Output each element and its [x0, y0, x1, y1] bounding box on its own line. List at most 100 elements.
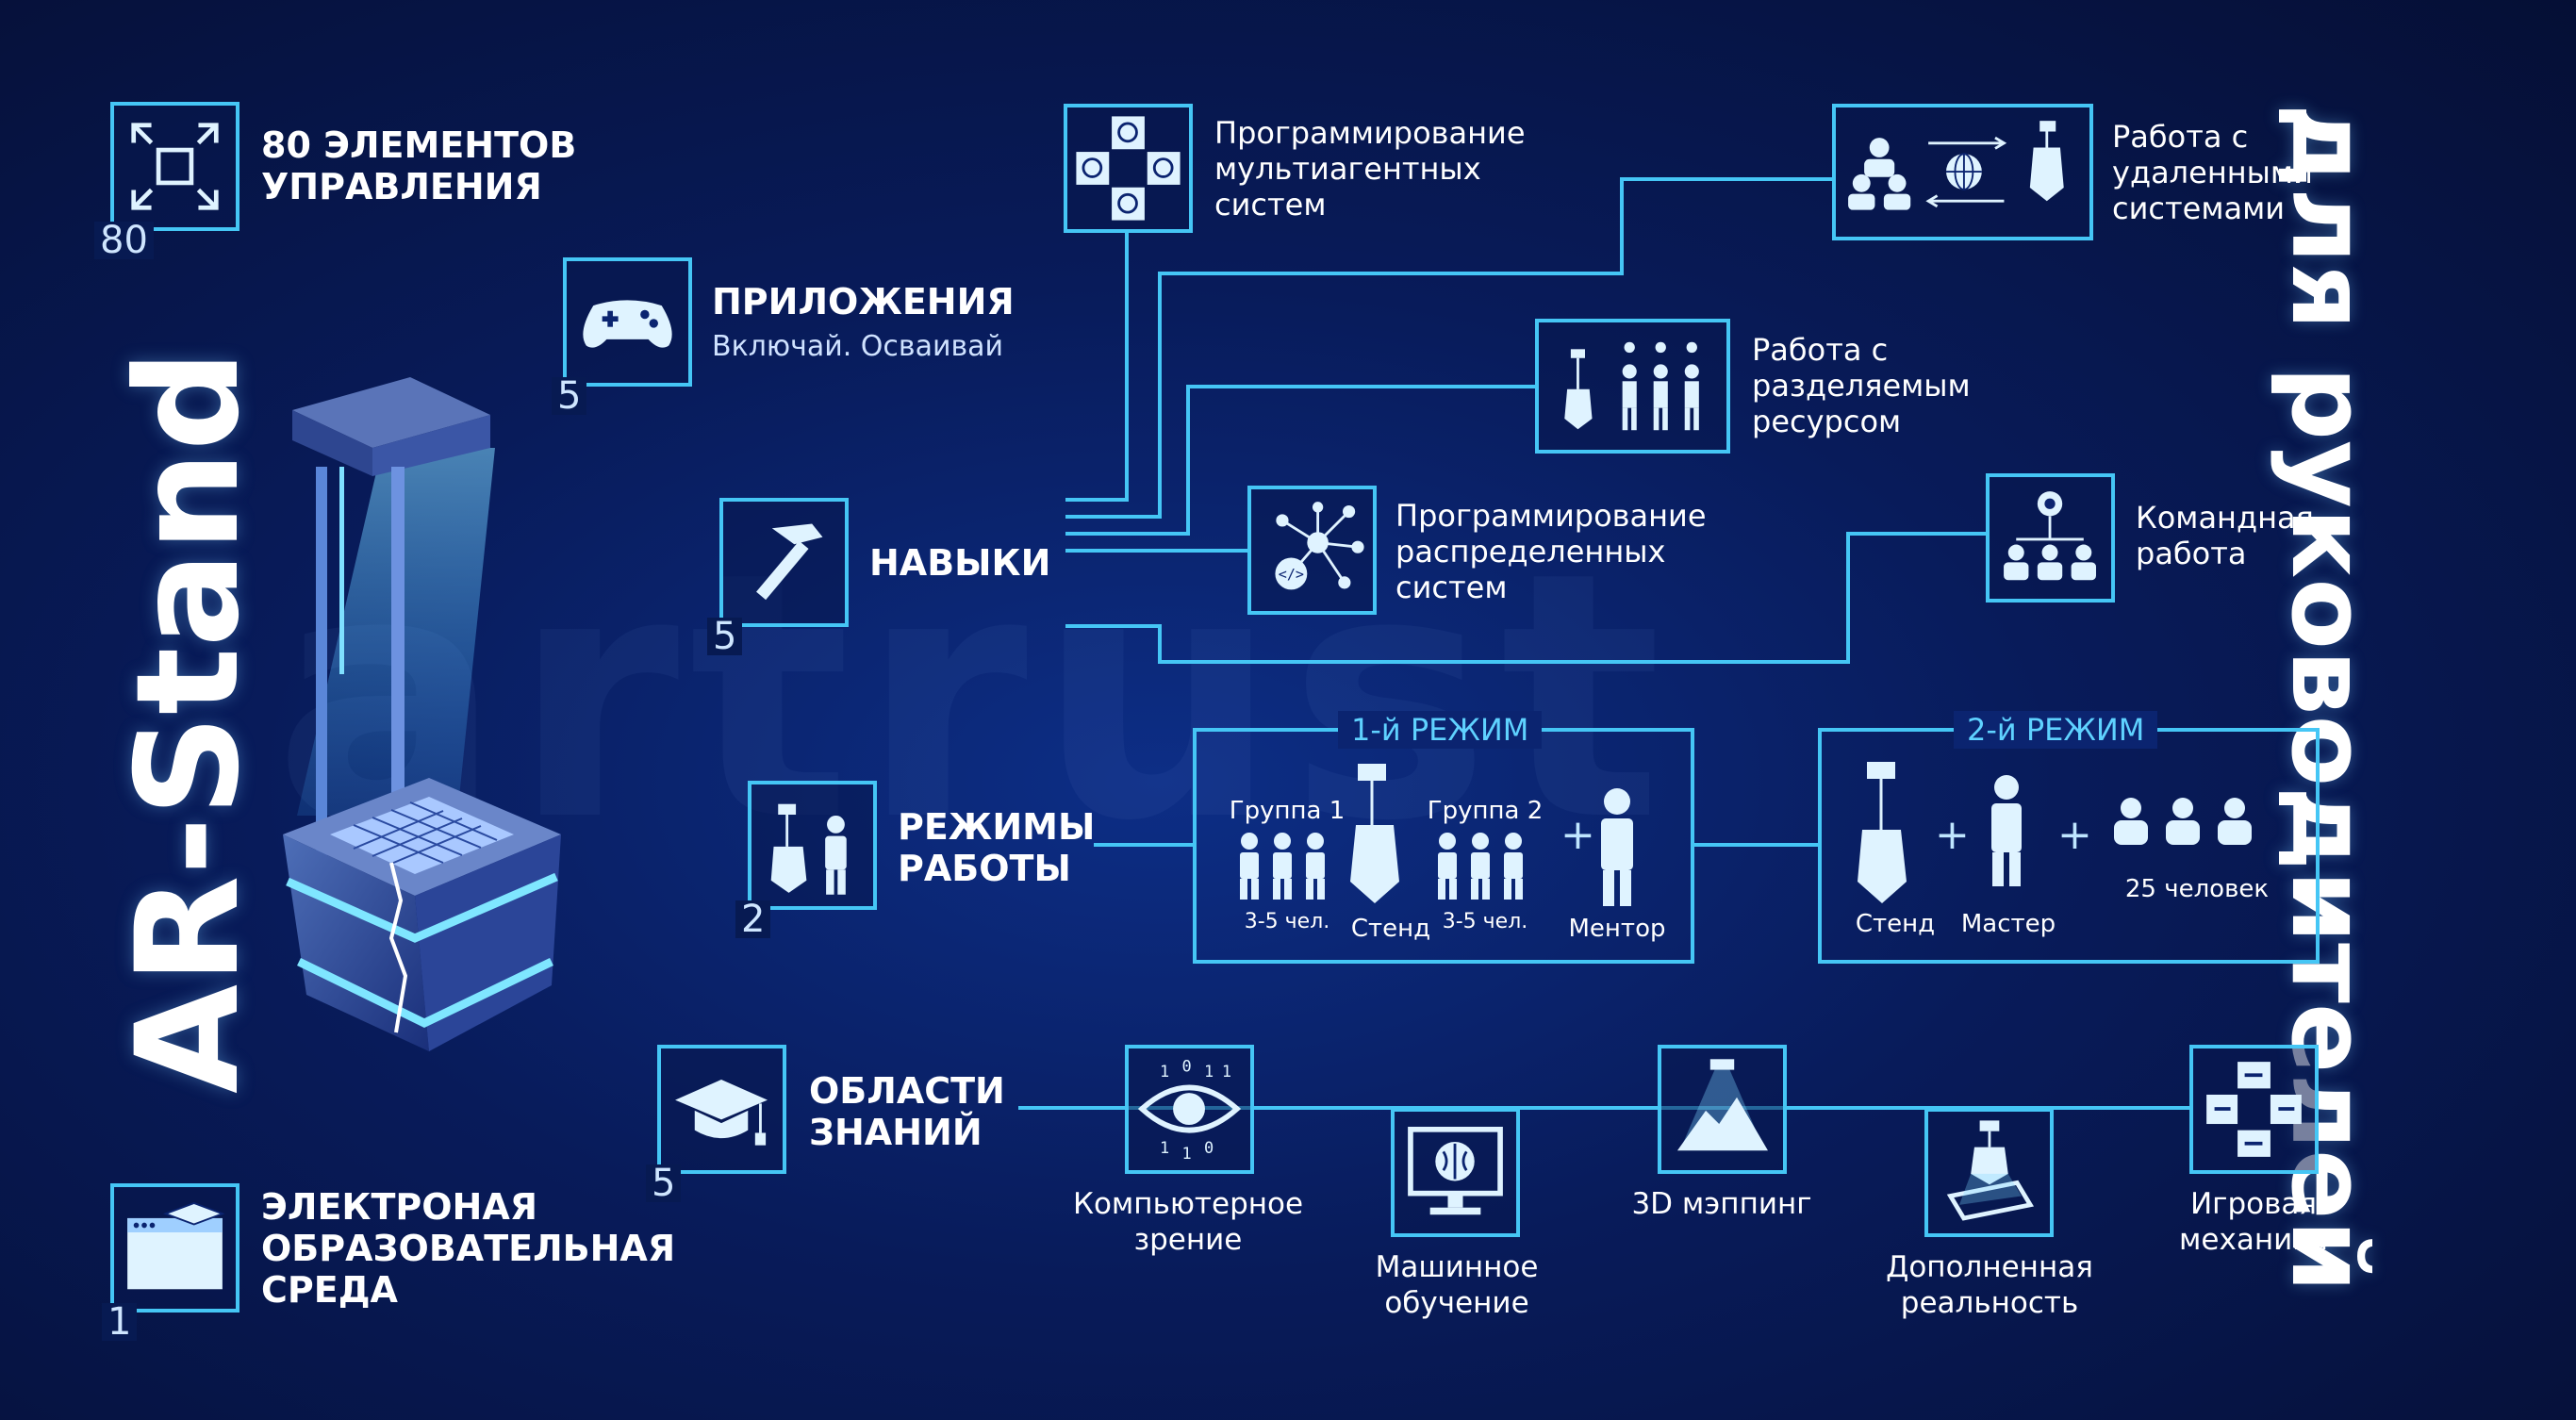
stand-icon	[1350, 764, 1399, 903]
ar-phone-icon	[1946, 1120, 2035, 1221]
expand-arrows-icon	[131, 123, 219, 210]
mode1-group2-size: 3-5 чел.	[1442, 910, 1528, 933]
eenv-count: 1	[102, 1303, 138, 1341]
mode1-stand-label: Стенд	[1350, 915, 1431, 943]
hammer-icon	[756, 523, 823, 601]
eenv-title-line2: ОБРАЗОВАТЕЛЬНАЯ	[261, 1228, 676, 1269]
skill-teamwork-line2: работа	[2136, 536, 2247, 571]
skill-multiagent-line2: мультиагентных	[1214, 151, 1481, 187]
ar-stand-device-illustration	[283, 377, 561, 1051]
multiagent-icon-box	[1064, 104, 1193, 233]
audience-icon	[2114, 798, 2252, 845]
skills-title: НАВЫКИ	[869, 542, 1051, 584]
mode1-title: 1-й РЕЖИМ	[1338, 711, 1543, 749]
area-cv-line1: Компьютерное	[1072, 1187, 1304, 1221]
skill-distributed-line2: распределенных	[1395, 534, 1666, 570]
game-mechanics-icon-box	[2189, 1045, 2319, 1174]
skill-distributed-line3: систем	[1395, 570, 1508, 605]
mode2-people-label: 25 человек	[2124, 875, 2270, 903]
mode1-box: 1-й РЕЖИМ	[1193, 711, 1694, 964]
area-ml-line2: обучение	[1384, 1286, 1529, 1320]
graduation-cap-icon	[675, 1079, 768, 1146]
3d-mapping-icon-box	[1658, 1045, 1787, 1174]
controls-box	[110, 102, 239, 231]
mode1-group1-label: Группа 1	[1229, 797, 1346, 825]
remote-network-icon	[1848, 121, 2064, 210]
group1-people-icon	[1240, 833, 1325, 900]
mode1-mentor-label: Ментор	[1568, 915, 1666, 943]
area-ar-line1: Дополненная	[1886, 1250, 2093, 1284]
modes-box	[748, 781, 877, 910]
skill-shared-line3: ресурсом	[1752, 404, 1902, 439]
plus-sign: +	[2057, 811, 2092, 859]
mode1-group2-label: Группа 2	[1427, 797, 1544, 825]
knowledge-title-line2: ЗНАНИЙ	[809, 1112, 983, 1153]
controls-title-line2: УПРАВЛЕНИЯ	[261, 166, 542, 207]
eenv-title-line1: ЭЛЕКТРОНАЯ	[261, 1186, 538, 1228]
puzzle-arrows-icon	[2206, 1062, 2302, 1157]
browser-cap-icon	[127, 1201, 225, 1290]
plus-sign: +	[1935, 811, 1970, 859]
svg-text:1: 1	[1222, 1062, 1231, 1081]
svg-text:1: 1	[1160, 1138, 1169, 1157]
svg-text:0: 0	[1181, 1056, 1191, 1075]
svg-text:1: 1	[1160, 1062, 1169, 1081]
skill-multiagent-line1: Программирование	[1214, 115, 1526, 151]
gamepad-icon	[583, 300, 672, 348]
mode2-stand-label: Стенд	[1855, 910, 1936, 938]
mode2-box: 2-й РЕЖИМ	[1818, 711, 2320, 964]
machine-learning-icon-box	[1391, 1108, 1520, 1237]
svg-text:0: 0	[1204, 1138, 1214, 1157]
apps-title: ПРИЛОЖЕНИЯ	[712, 281, 1015, 322]
brain-grid-icon	[1076, 116, 1181, 221]
knowledge-box	[657, 1045, 786, 1174]
augmented-reality-icon-box	[1924, 1108, 2054, 1237]
modes-title-line2: РАБОТЫ	[898, 848, 1071, 889]
stand-icon	[1858, 762, 1907, 903]
teamwork-icon	[2004, 491, 2096, 581]
modes-title-line1: РЕЖИМЫ	[898, 806, 1096, 848]
knowledge-title-line1: ОБЛАСТИ	[809, 1070, 1005, 1112]
mentor-icon	[1601, 788, 1633, 906]
eenv-box	[110, 1183, 239, 1313]
skill-remote-line3: системами	[2112, 190, 2285, 226]
area-game-line1: Игровая	[2189, 1187, 2318, 1221]
skill-teamwork-line1: Командная	[2136, 500, 2314, 536]
skill-distributed-line1: Программирование	[1395, 498, 1707, 534]
mode1-group1-size: 3-5 чел.	[1244, 910, 1330, 933]
group2-people-icon	[1438, 833, 1523, 900]
skill-multiagent-line3: систем	[1214, 187, 1327, 223]
apps-subtitle: Включай. Осваивай	[712, 330, 1004, 363]
apps-box	[563, 257, 692, 387]
mode2-master-label: Мастер	[1960, 910, 2056, 938]
modes-count: 2	[735, 900, 771, 938]
area-3d-line1: 3D мэппинг	[1631, 1187, 1812, 1221]
area-cv-line2: зрение	[1133, 1223, 1243, 1257]
skill-shared-line2: разделяемым	[1752, 368, 1971, 404]
area-ar-line2: реальность	[1900, 1286, 2079, 1320]
skill-shared-line1: Работа с	[1752, 332, 1889, 368]
svg-text:1: 1	[1204, 1062, 1214, 1081]
projector-mountain-icon	[1676, 1059, 1768, 1151]
main-title: AR-Stand	[107, 350, 271, 1094]
svg-text:1: 1	[1181, 1144, 1191, 1163]
mode2-illustration: + +	[1858, 762, 2252, 903]
mode2-title: 2-й РЕЖИМ	[1954, 711, 2158, 749]
knowledge-count: 5	[646, 1164, 682, 1202]
stand-person-icon	[770, 803, 847, 895]
apps-count: 5	[552, 377, 587, 415]
teamwork-icon-box	[1986, 473, 2115, 603]
distributed-network-icon: </>	[1275, 502, 1364, 590]
controls-count: 80	[94, 222, 154, 259]
remote-systems-icon-box	[1832, 104, 2093, 240]
skills-count: 5	[707, 618, 743, 655]
skill-remote-line2: удаленными	[2112, 155, 2313, 190]
svg-text:</>: </>	[1279, 566, 1304, 583]
area-game-line2: механика	[2179, 1223, 2328, 1257]
shared-resource-icon	[1564, 341, 1699, 431]
master-icon	[1991, 775, 2022, 886]
eenv-title-line3: СРЕДА	[261, 1269, 398, 1311]
mode1-illustration: +	[1240, 764, 1633, 906]
